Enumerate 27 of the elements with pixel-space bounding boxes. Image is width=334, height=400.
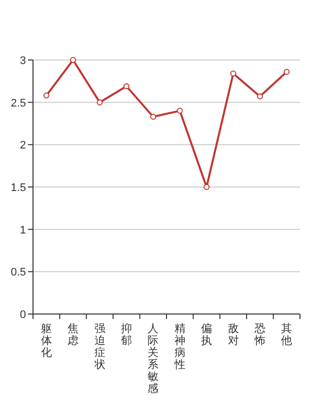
y-tick-label: 2 — [20, 140, 26, 152]
x-tick-label: 精神病性 — [173, 323, 186, 371]
point — [123, 83, 130, 90]
point — [43, 92, 50, 99]
point — [150, 114, 156, 120]
x-tick-label: 恐怖 — [253, 323, 266, 347]
point — [96, 99, 103, 106]
x-tick-label: 躯体化 — [40, 323, 52, 359]
x-tick-label: 强迫症状 — [93, 323, 106, 371]
x-tick-label: 其他 — [281, 322, 292, 347]
y-tick-label: 0.5 — [10, 266, 26, 279]
y-tick-label: 1 — [20, 224, 26, 236]
x-tick-label: 焦虑 — [68, 323, 79, 347]
point — [70, 57, 76, 63]
x-tick-label: 人际关系敏感 — [148, 323, 159, 395]
x-tick-label: 敌对 — [228, 323, 239, 347]
point — [204, 184, 210, 190]
point — [230, 70, 236, 77]
point — [256, 93, 263, 100]
point — [284, 68, 290, 75]
y-tick-label: 1.5 — [10, 182, 26, 194]
y-tick-label: 3 — [20, 55, 26, 67]
x-tick-label: 偏执 — [201, 323, 212, 347]
x-tick-label: 抑郁 — [120, 323, 132, 347]
y-tick-label: 0 — [20, 309, 26, 321]
point — [176, 108, 183, 114]
y-tick-label: 2.5 — [10, 97, 26, 110]
